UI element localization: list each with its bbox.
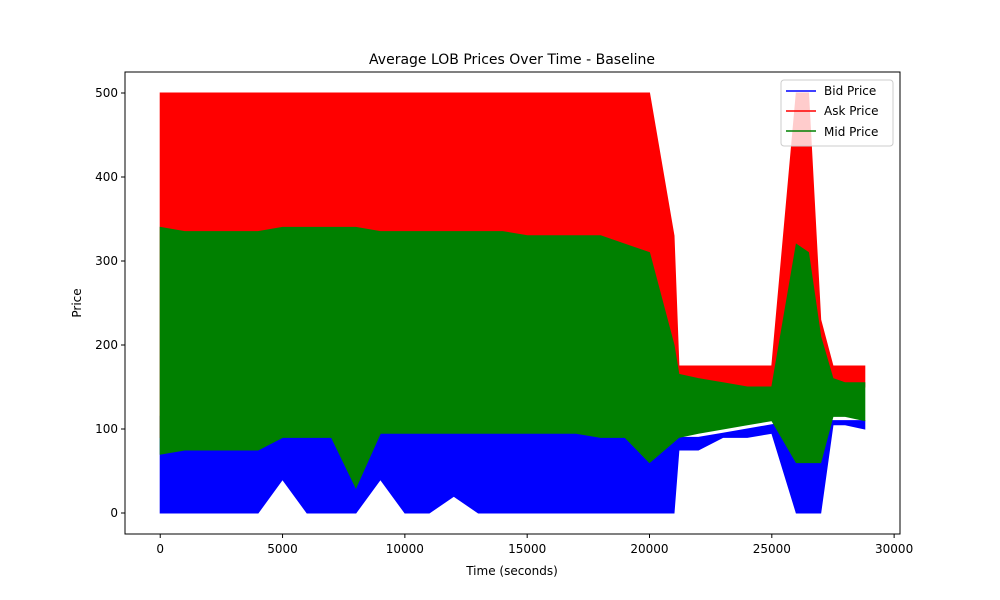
y-tick-label: 100 bbox=[95, 422, 118, 436]
x-tick-label: 0 bbox=[156, 542, 164, 556]
y-tick-label: 500 bbox=[95, 86, 118, 100]
x-tick-label: 30000 bbox=[875, 542, 913, 556]
series-bands bbox=[159, 92, 866, 514]
x-tick-label: 10000 bbox=[386, 542, 424, 556]
y-axis: 0 100 200 300 400 500 bbox=[95, 86, 125, 520]
y-tick-label: 300 bbox=[95, 254, 118, 268]
y-tick-label: 200 bbox=[95, 338, 118, 352]
x-axis-label: Time (seconds) bbox=[465, 564, 558, 578]
chart-title: Average LOB Prices Over Time - Baseline bbox=[369, 52, 655, 68]
x-axis: 0 5000 10000 15000 20000 25000 30000 bbox=[156, 534, 913, 556]
series-band-mid-price bbox=[159, 226, 866, 489]
y-tick-label: 400 bbox=[95, 170, 118, 184]
plot-area bbox=[124, 71, 901, 535]
x-tick-label: 20000 bbox=[630, 542, 668, 556]
legend: Bid Price Ask Price Mid Price bbox=[780, 79, 894, 147]
legend-frame bbox=[780, 79, 894, 147]
y-axis-label: Price bbox=[70, 288, 84, 317]
plot-frame bbox=[124, 71, 901, 535]
legend-label-mid-price: Mid Price bbox=[824, 125, 878, 139]
y-tick-label: 0 bbox=[110, 506, 118, 520]
x-tick-label: 15000 bbox=[508, 542, 546, 556]
legend-label-ask-price: Ask Price bbox=[824, 104, 879, 118]
legend-label-bid-price: Bid Price bbox=[824, 84, 876, 98]
x-tick-label: 25000 bbox=[753, 542, 791, 556]
x-tick-label: 5000 bbox=[267, 542, 298, 556]
